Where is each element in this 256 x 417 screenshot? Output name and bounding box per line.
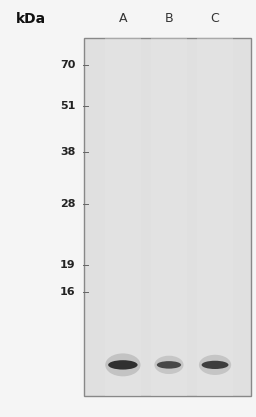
Text: C: C <box>211 12 219 25</box>
Ellipse shape <box>105 354 141 376</box>
Ellipse shape <box>202 361 229 369</box>
Text: 51: 51 <box>60 101 76 111</box>
Ellipse shape <box>108 360 138 369</box>
Text: kDa: kDa <box>16 12 46 26</box>
Bar <box>197 38 233 396</box>
Bar <box>84 38 251 396</box>
Text: 16: 16 <box>60 287 76 297</box>
Text: B: B <box>165 12 173 25</box>
Text: 70: 70 <box>60 60 76 70</box>
Ellipse shape <box>199 355 231 375</box>
Text: 28: 28 <box>60 199 76 209</box>
Text: 19: 19 <box>60 260 76 270</box>
Bar <box>151 38 187 396</box>
Text: A: A <box>119 12 127 25</box>
Text: 38: 38 <box>60 147 76 157</box>
Bar <box>105 38 141 396</box>
Ellipse shape <box>157 361 181 369</box>
Ellipse shape <box>154 356 184 374</box>
